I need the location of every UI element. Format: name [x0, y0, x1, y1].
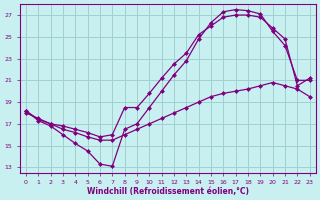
X-axis label: Windchill (Refroidissement éolien,°C): Windchill (Refroidissement éolien,°C)	[87, 187, 249, 196]
